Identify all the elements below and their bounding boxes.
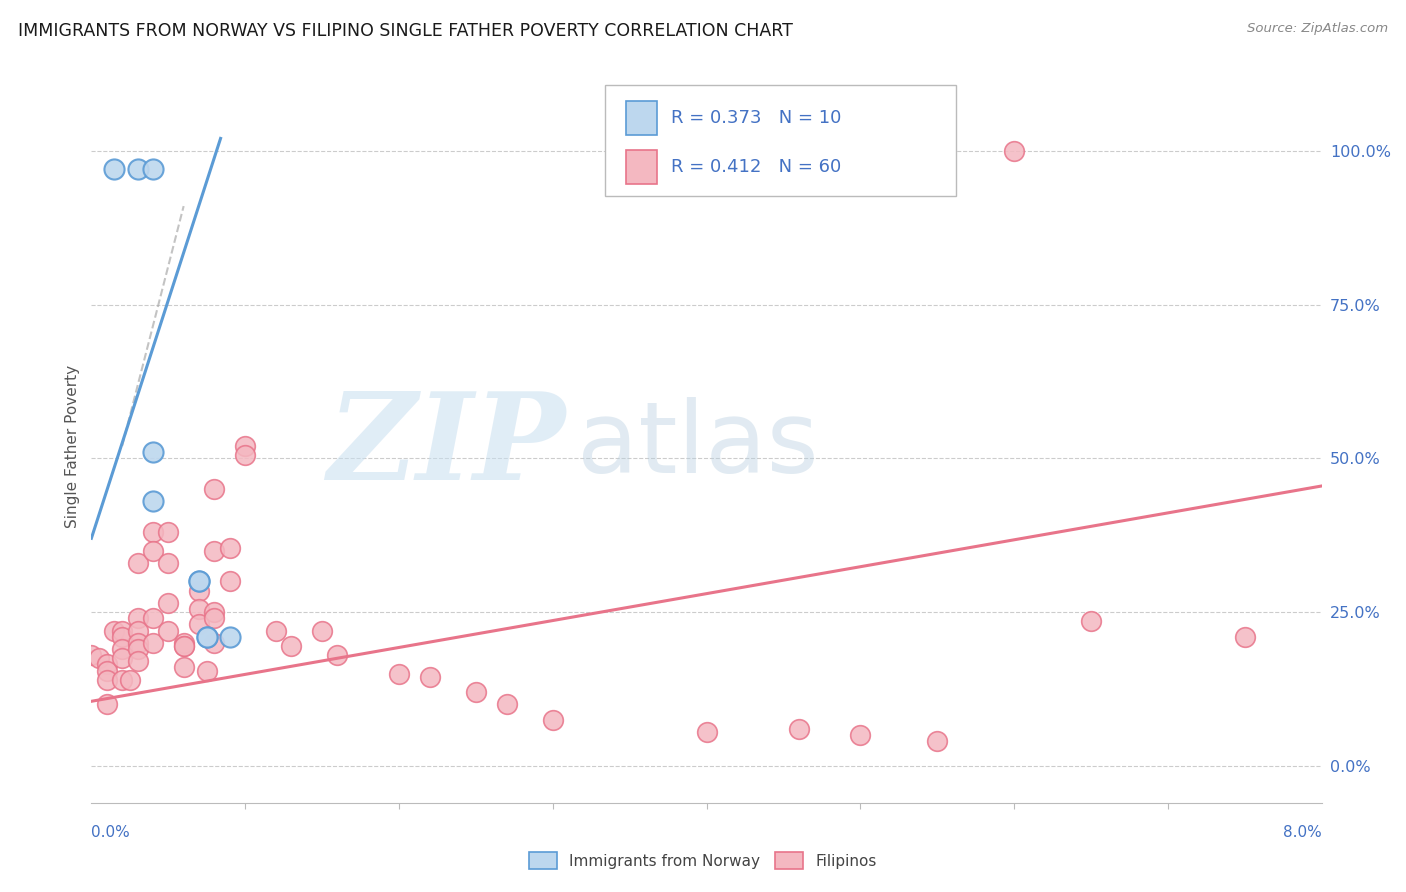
Text: R = 0.373   N = 10: R = 0.373 N = 10 bbox=[671, 110, 841, 128]
Point bbox=[173, 636, 195, 650]
Point bbox=[195, 630, 218, 644]
Point bbox=[127, 162, 149, 177]
Point bbox=[195, 664, 218, 678]
Point bbox=[96, 657, 118, 672]
Legend: Immigrants from Norway, Filipinos: Immigrants from Norway, Filipinos bbox=[523, 846, 883, 875]
Point bbox=[202, 543, 225, 558]
Point bbox=[188, 617, 211, 632]
Point bbox=[127, 642, 149, 657]
Point bbox=[188, 602, 211, 616]
Point bbox=[695, 725, 717, 739]
Text: ZIP: ZIP bbox=[326, 387, 565, 505]
Point bbox=[173, 639, 195, 653]
Text: IMMIGRANTS FROM NORWAY VS FILIPINO SINGLE FATHER POVERTY CORRELATION CHART: IMMIGRANTS FROM NORWAY VS FILIPINO SINGL… bbox=[18, 22, 793, 40]
Point bbox=[142, 611, 165, 625]
Text: atlas: atlas bbox=[578, 398, 818, 494]
Point bbox=[111, 651, 134, 665]
Point bbox=[202, 482, 225, 496]
Point bbox=[1080, 615, 1102, 629]
Text: R = 0.412   N = 60: R = 0.412 N = 60 bbox=[671, 158, 841, 176]
Point bbox=[218, 541, 240, 555]
Point bbox=[127, 636, 149, 650]
Point bbox=[326, 648, 349, 662]
Point bbox=[111, 673, 134, 687]
Point bbox=[1233, 630, 1256, 644]
Point bbox=[173, 660, 195, 674]
Point bbox=[127, 624, 149, 638]
Point bbox=[202, 605, 225, 619]
Point bbox=[103, 624, 125, 638]
Point bbox=[188, 574, 211, 589]
Point bbox=[142, 162, 165, 177]
Point bbox=[202, 636, 225, 650]
Point bbox=[157, 525, 180, 540]
Point bbox=[80, 648, 103, 662]
Point bbox=[127, 654, 149, 668]
Point bbox=[927, 734, 949, 748]
Point bbox=[111, 630, 134, 644]
Point bbox=[111, 642, 134, 657]
Point bbox=[142, 445, 165, 459]
Point bbox=[218, 574, 240, 589]
Point bbox=[127, 556, 149, 570]
Point bbox=[157, 624, 180, 638]
Y-axis label: Single Father Poverty: Single Father Poverty bbox=[65, 365, 80, 527]
Point bbox=[233, 448, 256, 462]
Point bbox=[388, 666, 411, 681]
Point bbox=[280, 639, 302, 653]
Point bbox=[142, 525, 165, 540]
Point bbox=[173, 639, 195, 653]
Point bbox=[87, 651, 110, 665]
Point bbox=[127, 611, 149, 625]
Point bbox=[495, 698, 517, 712]
Point bbox=[142, 636, 165, 650]
Point bbox=[311, 624, 333, 638]
Point bbox=[195, 630, 218, 644]
Point bbox=[218, 630, 240, 644]
Point bbox=[264, 624, 287, 638]
Point bbox=[96, 673, 118, 687]
Point bbox=[787, 722, 810, 736]
Point bbox=[541, 713, 564, 727]
Point bbox=[188, 574, 211, 589]
Point bbox=[96, 664, 118, 678]
Point bbox=[1002, 144, 1025, 158]
Point bbox=[419, 670, 441, 684]
Point bbox=[233, 439, 256, 453]
Point bbox=[464, 685, 486, 699]
Text: 8.0%: 8.0% bbox=[1282, 825, 1322, 840]
Point bbox=[118, 673, 141, 687]
Point bbox=[142, 543, 165, 558]
Point bbox=[142, 494, 165, 508]
Point bbox=[111, 624, 134, 638]
Point bbox=[103, 162, 125, 177]
Text: Source: ZipAtlas.com: Source: ZipAtlas.com bbox=[1247, 22, 1388, 36]
Point bbox=[157, 556, 180, 570]
Point bbox=[849, 728, 872, 742]
Point bbox=[202, 611, 225, 625]
Point bbox=[96, 698, 118, 712]
Point bbox=[157, 596, 180, 610]
Point bbox=[188, 583, 211, 598]
Text: 0.0%: 0.0% bbox=[91, 825, 131, 840]
